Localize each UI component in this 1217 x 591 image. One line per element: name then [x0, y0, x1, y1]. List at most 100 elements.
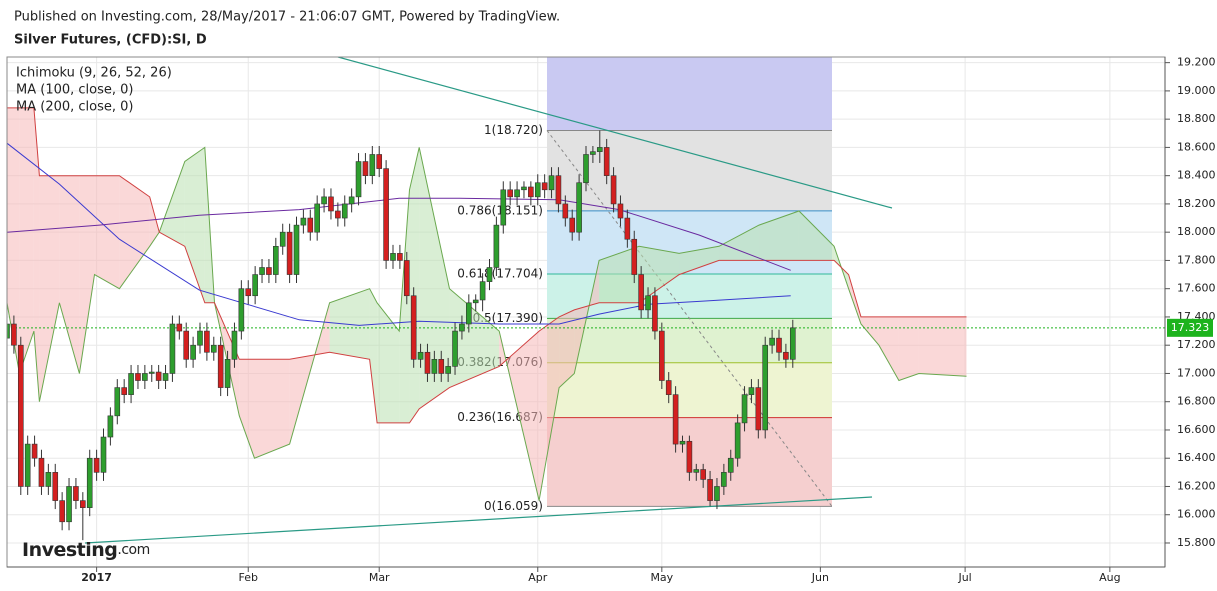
- cloud-fill: [119, 175, 150, 289]
- cloud-fill: [59, 175, 80, 374]
- candle-body: [576, 182, 582, 233]
- candle-body: [300, 217, 307, 226]
- cloud-fill: [19, 107, 34, 374]
- y-tick-label: 18.600: [1177, 140, 1216, 153]
- logo-suffix: .com: [117, 542, 149, 558]
- candle-body: [700, 469, 706, 480]
- candle-body: [569, 217, 576, 233]
- candle-body: [321, 196, 327, 205]
- candle-body: [335, 210, 341, 219]
- trend-line: [84, 496, 873, 544]
- candle-body: [279, 231, 286, 247]
- candle-body: [541, 182, 548, 191]
- cloud-fill: [419, 147, 450, 409]
- candle-body: [672, 394, 679, 445]
- candle-body: [383, 168, 389, 261]
- candle-body: [286, 231, 293, 275]
- logo-main: Investing: [22, 539, 117, 561]
- candle-body: [472, 299, 479, 304]
- candle-body: [603, 147, 610, 176]
- x-tick-label: Feb: [239, 571, 258, 584]
- candle-body: [155, 371, 162, 381]
- cloud-fill: [918, 316, 967, 377]
- cloud-fill: [898, 316, 919, 381]
- y-tick-label: 16.400: [1177, 451, 1216, 464]
- fib-label: 0(16.059): [484, 499, 543, 513]
- y-tick-label: 16.000: [1177, 508, 1216, 521]
- candle-body: [727, 457, 734, 473]
- cloud-fill: [149, 196, 160, 247]
- candle-body: [617, 203, 624, 219]
- candle-body: [741, 394, 748, 424]
- candle-body: [45, 472, 52, 487]
- candle-body: [183, 330, 190, 360]
- candle-body: [638, 274, 644, 311]
- candle-body: [410, 295, 417, 360]
- candle-body: [528, 186, 534, 198]
- y-tick-label: 18.000: [1177, 225, 1216, 238]
- candle-body: [417, 351, 424, 360]
- price-tag: [1167, 318, 1213, 337]
- candle-body: [80, 500, 86, 508]
- fib-zone: [547, 130, 832, 211]
- candle-body: [190, 344, 196, 360]
- y-tick-label: 19.000: [1177, 84, 1216, 97]
- candle-body: [38, 457, 45, 487]
- candle-body: [486, 267, 493, 282]
- candle-body: [11, 323, 17, 346]
- chart-title: Silver Futures, (CFD):SI, D: [14, 33, 207, 48]
- candle-body: [31, 443, 38, 459]
- candle-body: [755, 387, 762, 431]
- cloud-fill: [599, 246, 640, 303]
- candle-body: [596, 147, 603, 152]
- y-tick-label: 17.600: [1177, 282, 1216, 295]
- candle-body: [624, 217, 631, 240]
- legend-ichimoku: Ichimoku (9, 26, 52, 26): [16, 66, 172, 81]
- fib-label: 0.618(17.704): [457, 266, 543, 280]
- candle-body: [610, 175, 617, 205]
- cloud-fill: [39, 175, 60, 402]
- candle-body: [521, 186, 527, 191]
- cloud-fill: [639, 246, 680, 303]
- cloud-fill: [449, 288, 500, 388]
- logo: Investing.com: [22, 539, 150, 561]
- candle-body: [217, 344, 224, 388]
- cloud-fill: [719, 225, 760, 261]
- fib-label: 0.5(17.390): [473, 311, 543, 325]
- candle-body: [645, 295, 651, 311]
- candle-body: [631, 238, 638, 275]
- candle-body: [789, 327, 796, 360]
- candle-body: [293, 224, 300, 275]
- candle-body: [266, 267, 272, 275]
- trend-line: [337, 57, 893, 209]
- y-tick-label: 16.200: [1177, 479, 1216, 492]
- candle-body: [7, 323, 10, 339]
- candle-body: [314, 203, 320, 233]
- fib-label: 0.786(18.151): [457, 203, 543, 217]
- candle-body: [259, 267, 265, 275]
- cloud-fill: [369, 288, 378, 423]
- cloud-fill: [239, 359, 255, 459]
- y-tick-label: 16.600: [1177, 423, 1216, 436]
- cloud-fill: [254, 359, 290, 459]
- candle-body: [238, 288, 245, 332]
- candle-body: [59, 500, 65, 523]
- cloud-fill: [377, 302, 400, 423]
- candle-body: [273, 246, 279, 275]
- candle-body: [534, 182, 541, 198]
- fib-zone: [547, 362, 832, 418]
- legend-ma200: MA (200, close, 0): [16, 100, 133, 115]
- candle-body: [445, 366, 451, 374]
- candle-body: [66, 486, 72, 523]
- y-tick-label: 15.800: [1177, 536, 1216, 549]
- candle-body: [721, 472, 727, 487]
- x-tick-label: Jun: [811, 571, 829, 584]
- candle-body: [376, 154, 383, 169]
- candle-body: [686, 440, 693, 473]
- candle-body: [431, 359, 438, 374]
- candle-body: [693, 469, 700, 473]
- y-tick-label: 17.800: [1177, 253, 1216, 266]
- candle-body: [390, 253, 396, 261]
- x-tick-label: Mar: [369, 571, 390, 584]
- candle-body: [783, 351, 789, 360]
